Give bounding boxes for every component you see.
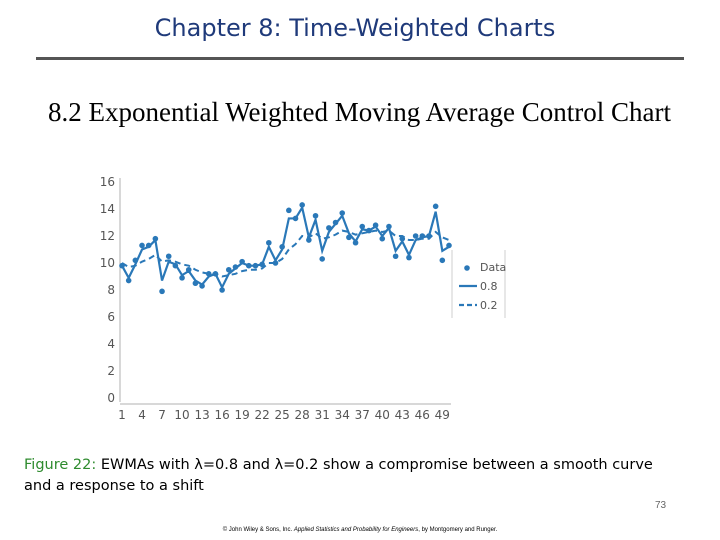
- data-point: [199, 283, 205, 289]
- data-point: [386, 223, 392, 230]
- data-point: [159, 288, 165, 295]
- copyright-book-title: Applied Statistics and Probability for E…: [293, 527, 419, 533]
- copyright-suffix: , by Montgomery and Runger.: [418, 527, 498, 533]
- x-tick-label-1: 1: [118, 408, 126, 422]
- data-point: [145, 242, 152, 249]
- figure-caption: Figure 22: EWMAs with λ=0.8 and λ=0.2 sh…: [24, 455, 674, 497]
- header-divider: [36, 57, 684, 60]
- copyright-prefix: © John Wiley & Sons, Inc.: [222, 527, 294, 533]
- y-tick-label-2: 2: [107, 364, 115, 378]
- data-point: [185, 266, 192, 273]
- data-point: [292, 215, 299, 222]
- data-point: [225, 266, 232, 273]
- data-point: [279, 244, 285, 250]
- x-tick-label-49: 49: [435, 408, 450, 422]
- x-tick-label-10: 10: [174, 408, 189, 422]
- copyright-notice: © John Wiley & Sons, Inc. Applied Statis…: [0, 527, 720, 533]
- y-tick-label-16: 16: [100, 175, 115, 189]
- y-tick-label-10: 10: [100, 256, 115, 270]
- x-tick-label-4: 4: [138, 408, 146, 422]
- data-point: [239, 258, 245, 265]
- legend-label-Data: Data: [480, 261, 506, 274]
- figure-caption-text: EWMAs with λ=0.8 and λ=0.2 show a compro…: [24, 457, 653, 494]
- data-point: [192, 280, 199, 287]
- data-point: [259, 261, 265, 268]
- x-tick-label-28: 28: [295, 408, 310, 422]
- y-tick-label-6: 6: [107, 310, 115, 324]
- x-tick-label-46: 46: [415, 408, 430, 422]
- data-point: [139, 242, 145, 249]
- y-tick-label-14: 14: [100, 202, 115, 216]
- legend-label-0.2: 0.2: [480, 299, 498, 312]
- data-point: [125, 277, 132, 284]
- data-point: [266, 239, 272, 246]
- data-point: [392, 253, 399, 260]
- x-tick-label-16: 16: [214, 408, 229, 422]
- data-point: [272, 260, 279, 266]
- page-number: 73: [655, 500, 667, 511]
- data-point: [439, 257, 446, 264]
- data-point: [326, 225, 332, 231]
- data-point: [232, 264, 239, 270]
- data-point: [179, 275, 185, 281]
- data-point: [432, 203, 439, 210]
- data-point: [332, 219, 339, 226]
- data-point: [245, 262, 252, 269]
- data-point: [152, 235, 159, 242]
- data-point: [426, 233, 432, 239]
- data-point: [319, 256, 326, 262]
- y-tick-label-0: 0: [107, 391, 115, 405]
- data-point: [252, 262, 259, 269]
- data-point: [406, 254, 412, 261]
- data-point: [299, 202, 305, 208]
- section-title: 8.2 Exponential Weighted Moving Average …: [48, 97, 671, 127]
- x-tick-label-40: 40: [375, 408, 390, 422]
- y-tick-label-8: 8: [107, 283, 115, 297]
- data-point: [379, 235, 386, 242]
- data-point: [212, 271, 219, 277]
- data-point: [132, 257, 139, 264]
- data-point: [352, 239, 359, 246]
- x-tick-label-7: 7: [158, 408, 166, 422]
- data-point: [399, 235, 406, 242]
- x-tick-label-25: 25: [275, 408, 290, 422]
- x-axis-tick-labels: 1 4 7 10 13 16 19 22 25 28 31 34 37 40 43 46 49: [118, 408, 450, 422]
- data-point: [359, 223, 366, 230]
- data-point: [306, 237, 312, 243]
- series-layer: [119, 202, 452, 295]
- data-point: [419, 233, 426, 239]
- y-axis-tick-labels: 0 2 4 6 8 10 12 14 16: [100, 175, 115, 405]
- y-tick-label-4: 4: [107, 337, 115, 351]
- figure-caption-label: Figure 22:: [24, 457, 97, 473]
- x-tick-label-13: 13: [194, 408, 209, 422]
- data-point: [119, 262, 125, 269]
- chart-legend: Data 0.8 0.2: [451, 250, 506, 318]
- data-point: [312, 212, 319, 219]
- data-point: [205, 271, 212, 277]
- data-point: [346, 234, 352, 241]
- data-point: [219, 287, 225, 293]
- x-tick-label-31: 31: [315, 408, 330, 422]
- x-tick-label-43: 43: [395, 408, 410, 422]
- legend-marker-Data: [464, 265, 470, 271]
- series-line-0.8: [121, 204, 450, 290]
- data-point: [446, 242, 452, 249]
- data-point: [339, 210, 346, 216]
- slide-header-title: Chapter 8: Time-Weighted Charts: [154, 14, 556, 42]
- data-point: [172, 262, 179, 269]
- data-point: [372, 222, 379, 228]
- legend-label-0.8: 0.8: [480, 280, 498, 293]
- series-line-0.2: [121, 229, 450, 278]
- x-tick-label-37: 37: [355, 408, 370, 422]
- x-tick-label-22: 22: [255, 408, 270, 422]
- x-tick-label-34: 34: [335, 408, 350, 422]
- data-point: [165, 253, 172, 260]
- data-point: [366, 227, 372, 234]
- y-tick-label-12: 12: [100, 229, 115, 243]
- data-point: [412, 233, 419, 239]
- x-tick-label-19: 19: [234, 408, 249, 422]
- data-point: [286, 207, 292, 214]
